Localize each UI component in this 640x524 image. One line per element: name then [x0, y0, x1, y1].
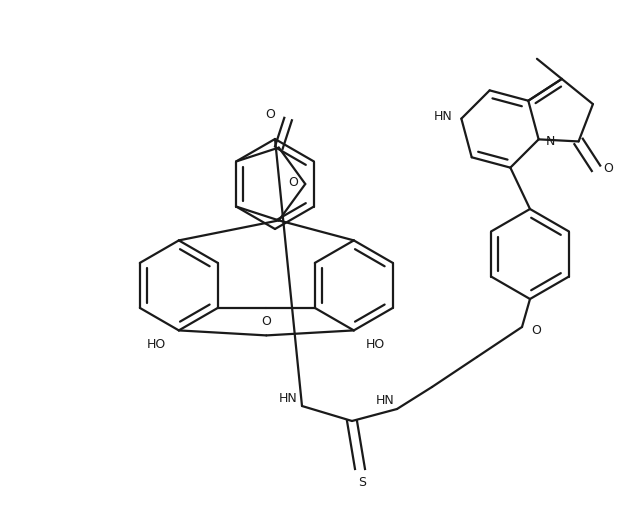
Text: O: O: [261, 315, 271, 329]
Text: HO: HO: [366, 338, 385, 351]
Text: HN: HN: [278, 391, 298, 405]
Text: S: S: [358, 476, 366, 489]
Text: HN: HN: [376, 395, 394, 408]
Text: O: O: [531, 324, 541, 337]
Text: HN: HN: [434, 110, 452, 123]
Text: HO: HO: [147, 338, 166, 351]
Text: O: O: [603, 162, 613, 175]
Text: O: O: [265, 107, 275, 121]
Text: O: O: [289, 176, 298, 189]
Text: N: N: [546, 135, 556, 148]
